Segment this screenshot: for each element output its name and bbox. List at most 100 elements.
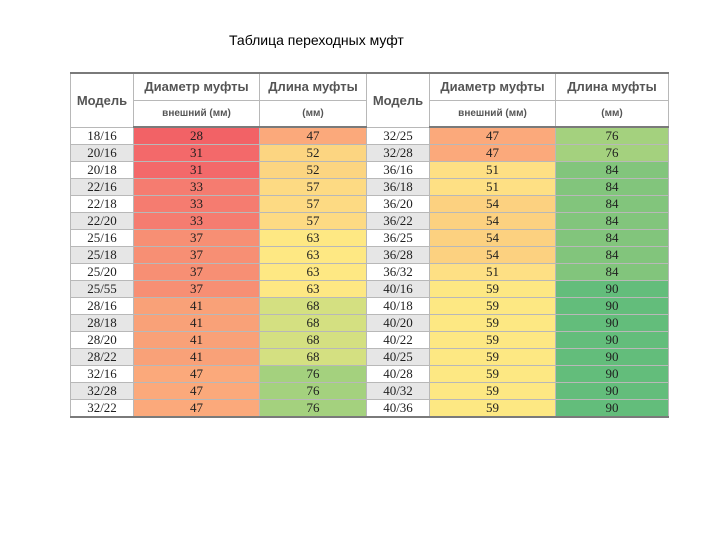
model-cell-left: 32/16 (70, 365, 134, 383)
diameter-cell-left: 31 (133, 161, 260, 179)
diameter-cell-left: 28 (133, 126, 260, 145)
model-cell-right: 40/20 (366, 314, 430, 332)
table-row: 25/16 37 63 36/25 54 84 (70, 229, 669, 247)
model-cell-left: 20/16 (70, 144, 134, 162)
length-cell-right: 84 (555, 195, 669, 213)
model-cell-left: 28/22 (70, 348, 134, 366)
length-cell-left: 76 (259, 399, 367, 418)
model-cell-left: 25/18 (70, 246, 134, 264)
table-row: 28/18 41 68 40/20 59 90 (70, 314, 669, 332)
length-cell-right: 90 (555, 314, 669, 332)
header-diameter-right: Диаметр муфты (429, 72, 556, 101)
length-cell-right: 90 (555, 348, 669, 366)
header-diameter-unit-left: внешний (мм) (133, 99, 260, 128)
length-cell-left: 68 (259, 297, 367, 315)
diameter-cell-left: 31 (133, 144, 260, 162)
model-cell-right: 40/22 (366, 331, 430, 349)
table-row: 18/16 28 47 32/25 47 76 (70, 126, 669, 145)
header-length-right: Длина муфты (555, 72, 669, 101)
diameter-cell-right: 59 (429, 382, 556, 400)
length-cell-left: 76 (259, 382, 367, 400)
length-cell-left: 57 (259, 178, 367, 196)
diameter-cell-left: 47 (133, 382, 260, 400)
diameter-cell-right: 59 (429, 280, 556, 298)
length-cell-right: 90 (555, 399, 669, 418)
length-cell-right: 84 (555, 161, 669, 179)
length-cell-left: 63 (259, 263, 367, 281)
model-cell-left: 22/20 (70, 212, 134, 230)
length-cell-left: 47 (259, 126, 367, 145)
table-row: 22/18 33 57 36/20 54 84 (70, 195, 669, 213)
coupling-table: Модель Диаметр муфты Длина муфты Модель … (70, 72, 669, 418)
model-cell-left: 28/16 (70, 297, 134, 315)
length-cell-left: 63 (259, 280, 367, 298)
table-row: 25/18 37 63 36/28 54 84 (70, 246, 669, 264)
table-row: 25/20 37 63 36/32 51 84 (70, 263, 669, 281)
table-row: 25/55 37 63 40/16 59 90 (70, 280, 669, 298)
length-cell-left: 76 (259, 365, 367, 383)
header-diameter-unit-right: внешний (мм) (429, 99, 556, 128)
model-cell-right: 36/25 (366, 229, 430, 247)
model-cell-right: 40/36 (366, 399, 430, 418)
diameter-cell-left: 41 (133, 348, 260, 366)
model-cell-left: 28/18 (70, 314, 134, 332)
diameter-cell-right: 51 (429, 178, 556, 196)
diameter-cell-right: 47 (429, 144, 556, 162)
model-cell-left: 28/20 (70, 331, 134, 349)
model-cell-right: 32/25 (366, 126, 430, 145)
table-row: 20/18 31 52 36/16 51 84 (70, 161, 669, 179)
diameter-cell-left: 47 (133, 399, 260, 418)
model-cell-left: 25/55 (70, 280, 134, 298)
diameter-cell-left: 37 (133, 229, 260, 247)
diameter-cell-right: 54 (429, 195, 556, 213)
length-cell-left: 52 (259, 144, 367, 162)
length-cell-right: 90 (555, 297, 669, 315)
model-cell-left: 20/18 (70, 161, 134, 179)
diameter-cell-right: 51 (429, 263, 556, 281)
diameter-cell-left: 33 (133, 178, 260, 196)
length-cell-right: 76 (555, 126, 669, 145)
header-diameter-left: Диаметр муфты (133, 72, 260, 101)
model-cell-left: 22/16 (70, 178, 134, 196)
table-row: 32/28 47 76 40/32 59 90 (70, 382, 669, 400)
model-cell-right: 32/28 (366, 144, 430, 162)
table-row: 28/16 41 68 40/18 59 90 (70, 297, 669, 315)
diameter-cell-left: 33 (133, 212, 260, 230)
table-row: 20/16 31 52 32/28 47 76 (70, 144, 669, 162)
length-cell-left: 68 (259, 331, 367, 349)
table-row: 22/20 33 57 36/22 54 84 (70, 212, 669, 230)
table-row: 32/16 47 76 40/28 59 90 (70, 365, 669, 383)
length-cell-right: 90 (555, 365, 669, 383)
model-cell-right: 40/28 (366, 365, 430, 383)
length-cell-right: 90 (555, 331, 669, 349)
diameter-cell-left: 41 (133, 314, 260, 332)
header-model-right: Модель (366, 72, 430, 128)
diameter-cell-left: 41 (133, 297, 260, 315)
length-cell-right: 84 (555, 229, 669, 247)
diameter-cell-right: 54 (429, 212, 556, 230)
table-row: 22/16 33 57 36/18 51 84 (70, 178, 669, 196)
diameter-cell-right: 54 (429, 246, 556, 264)
length-cell-left: 68 (259, 314, 367, 332)
length-cell-left: 63 (259, 229, 367, 247)
diameter-cell-right: 59 (429, 399, 556, 418)
length-cell-left: 63 (259, 246, 367, 264)
model-cell-left: 32/28 (70, 382, 134, 400)
model-cell-left: 32/22 (70, 399, 134, 418)
header-length-unit-left: (мм) (259, 99, 367, 128)
table-row: 32/22 47 76 40/36 59 90 (70, 399, 669, 418)
length-cell-right: 84 (555, 246, 669, 264)
model-cell-right: 36/18 (366, 178, 430, 196)
length-cell-right: 76 (555, 144, 669, 162)
model-cell-right: 36/32 (366, 263, 430, 281)
model-cell-right: 36/28 (366, 246, 430, 264)
model-cell-right: 40/32 (366, 382, 430, 400)
model-cell-right: 36/20 (366, 195, 430, 213)
length-cell-right: 84 (555, 212, 669, 230)
diameter-cell-left: 47 (133, 365, 260, 383)
header-length-unit-right: (мм) (555, 99, 669, 128)
diameter-cell-left: 41 (133, 331, 260, 349)
page-title: Таблица переходных муфт (229, 32, 404, 48)
table-row: 28/22 41 68 40/25 59 90 (70, 348, 669, 366)
model-cell-right: 36/16 (366, 161, 430, 179)
